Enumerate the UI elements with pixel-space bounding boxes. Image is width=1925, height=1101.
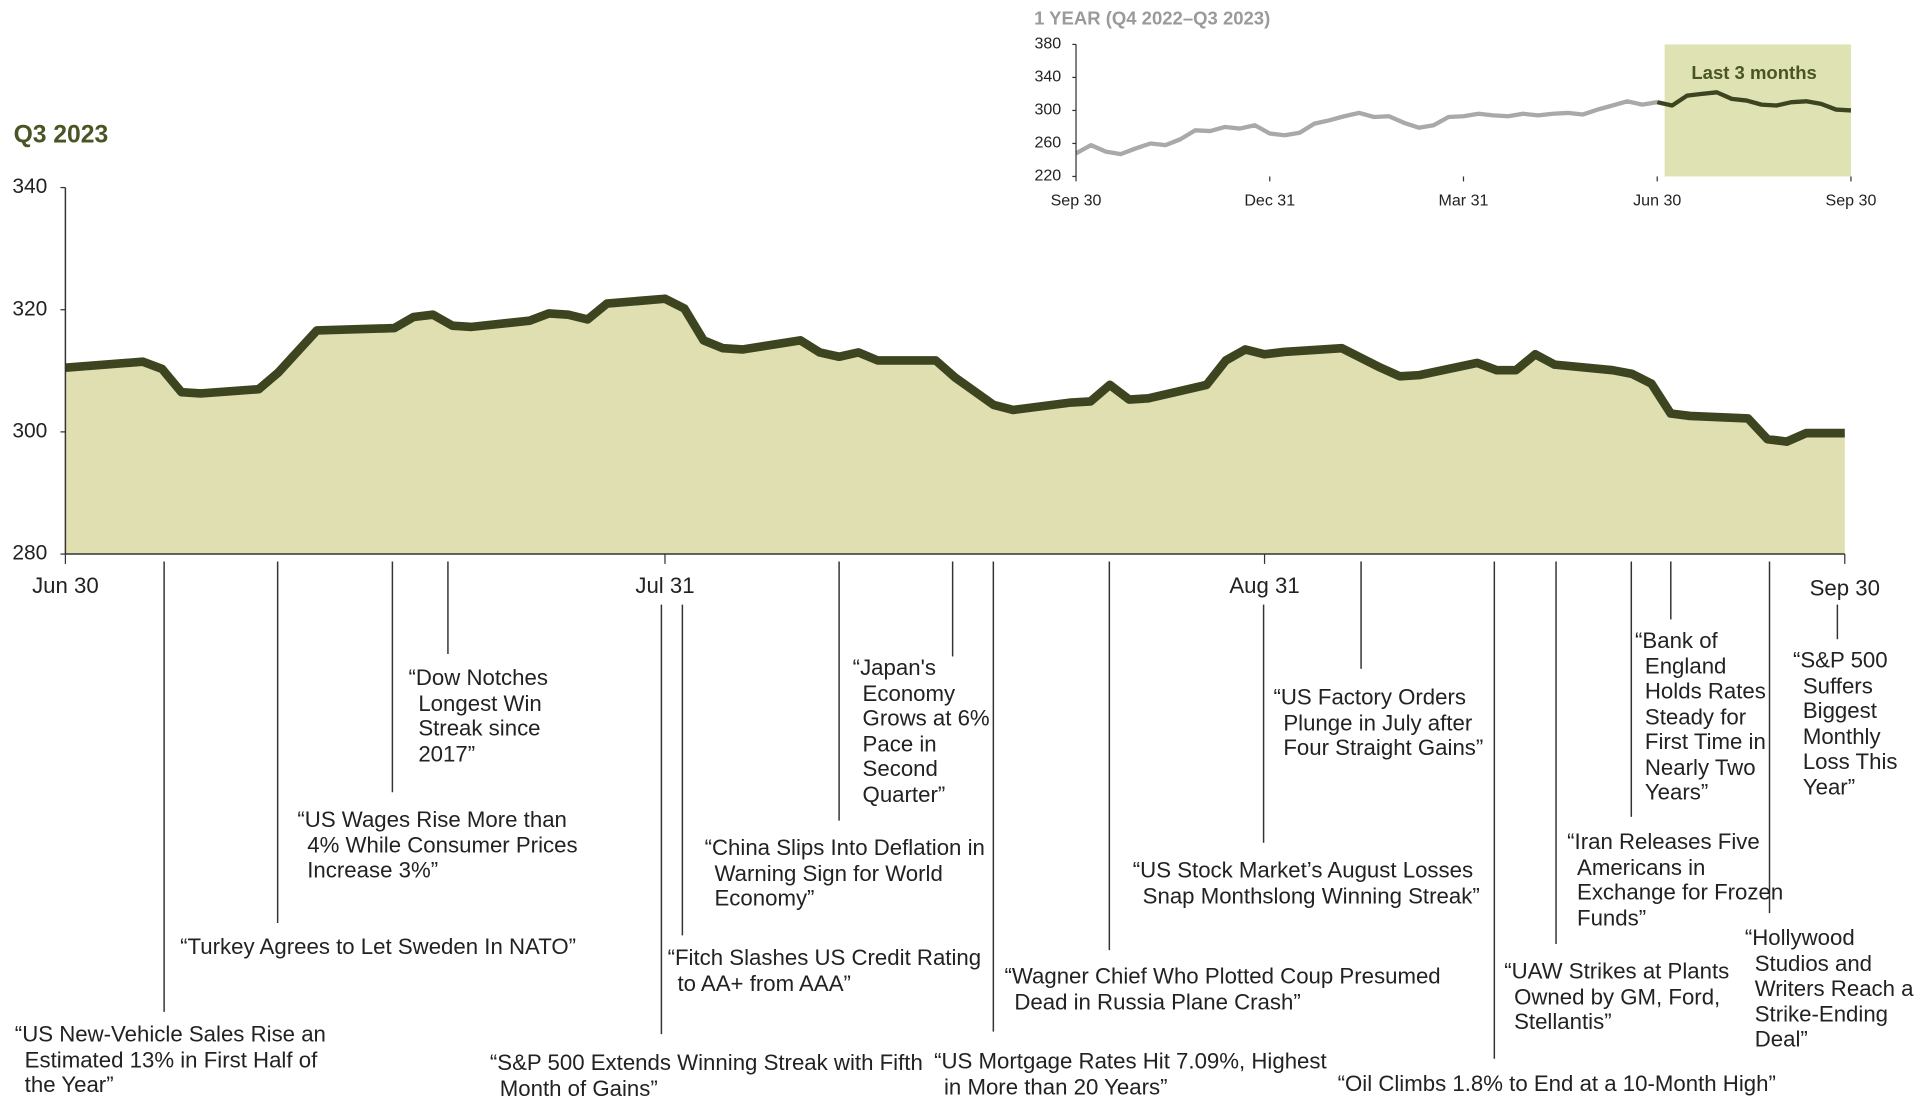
year-line <box>1074 99 1658 157</box>
annotation: “Iran Releases Five Americans in Exchang… <box>1567 829 1784 930</box>
y-tick-label: 380 <box>1034 35 1061 53</box>
y-tick-label: 280 <box>12 542 47 565</box>
x-tick-label: Jun 30 <box>1633 191 1681 209</box>
area-fill <box>65 298 1845 555</box>
y-tick-label: 300 <box>12 419 47 442</box>
annotation: “US Stock Market’s August Losses Snap Mo… <box>1132 857 1480 908</box>
x-tick-label: Sep 30 <box>1051 191 1102 209</box>
annotation: “S&P 500 Extends Winning Streak with Fif… <box>489 1050 923 1101</box>
annotation: “Bank of England Holds Rates Steady for … <box>1635 628 1766 805</box>
y-tick-label: 260 <box>1034 134 1061 152</box>
price-line <box>65 294 1845 446</box>
x-tick-label: Dec 31 <box>1244 191 1295 209</box>
y-tick-label: 220 <box>1034 167 1061 185</box>
highlight-band <box>1664 44 1851 177</box>
quarter-line <box>1656 90 1852 113</box>
annotation: “Fitch Slashes US Credit Rating to AA+ f… <box>667 945 982 996</box>
y-tick-label: 320 <box>12 297 47 320</box>
annotation: “Wagner Chief Who Plotted Coup Presumed … <box>1004 963 1441 1014</box>
annotation: “Hollywood Studios and Writers Reach a S… <box>1744 925 1914 1052</box>
annotation: “US New-Vehicle Sales Rise an Estimated … <box>14 1021 326 1097</box>
y-tick-label: 340 <box>1034 68 1061 86</box>
annotation: “Oil Climbs 1.8% to End at a 10-Month Hi… <box>1337 1071 1776 1096</box>
annotation: “US Wages Rise More than 4% While Consum… <box>297 807 578 883</box>
y-tick-label: 340 <box>12 175 47 198</box>
y-tick-label: 300 <box>1034 101 1061 119</box>
x-tick-label: Sep 30 <box>1810 576 1880 601</box>
annotation: “China Slips Into Deflation in Warning S… <box>704 835 985 911</box>
annotation: “Turkey Agrees to Let Sweden In NATO” <box>180 934 577 959</box>
x-tick-label: Jul 31 <box>635 573 694 598</box>
chart-title: Q3 2023 <box>14 121 109 148</box>
inset-title: 1 YEAR (Q4 2022–Q3 2023) <box>1034 8 1270 29</box>
annotation: “US Mortgage Rates Hit 7.09%, Highest in… <box>934 1048 1327 1099</box>
x-tick-label: Mar 31 <box>1439 191 1489 209</box>
annotation: “Dow Notches Longest Win Streak since 20… <box>408 665 548 766</box>
x-tick-label: Aug 31 <box>1229 573 1299 598</box>
x-tick-label: Sep 30 <box>1826 191 1877 209</box>
highlight-label: Last 3 months <box>1691 62 1816 83</box>
x-tick-label: Jun 30 <box>32 573 99 598</box>
annotation: “Japan's Economy Grows at 6% Pace in Sec… <box>852 655 990 807</box>
annotation: “UAW Strikes at Plants Owned by GM, Ford… <box>1504 958 1730 1035</box>
annotation: “US Factory Orders Plunge in July after … <box>1273 684 1484 761</box>
annotation: “S&P 500 Suffers Biggest Monthly Loss Th… <box>1792 647 1898 799</box>
